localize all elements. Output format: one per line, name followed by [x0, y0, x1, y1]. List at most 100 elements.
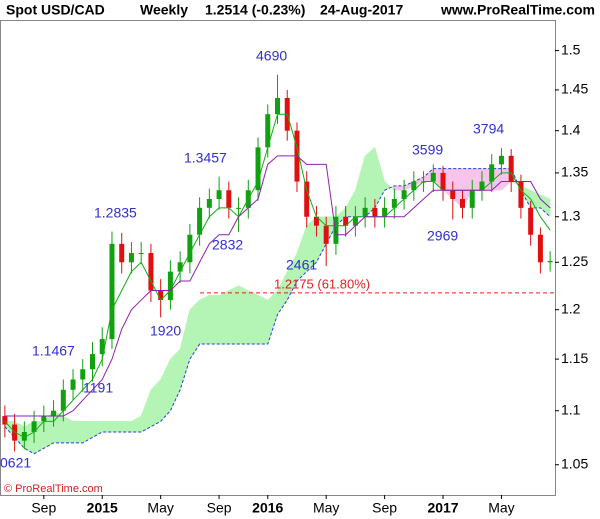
candle-body: [333, 216, 339, 244]
y-tick-label: 1.3: [561, 207, 581, 223]
candle-body: [411, 181, 417, 191]
candle-body: [489, 164, 495, 182]
annotation: 0621: [0, 455, 31, 471]
copyright: © ProRealTime.com: [4, 483, 103, 495]
annotation: 2461: [286, 257, 317, 273]
cloud-segment: [248, 290, 259, 345]
annotation: 3599: [412, 142, 443, 158]
candle-body: [70, 379, 76, 390]
cloud-segment: [540, 194, 551, 218]
candle-body: [528, 207, 534, 235]
candle-body: [41, 416, 47, 422]
cloud-segment: [72, 421, 84, 444]
date: 24-Aug-2017: [320, 2, 403, 18]
candle-body: [508, 155, 514, 182]
candle-body: [21, 432, 27, 441]
cloud-segment: [121, 421, 132, 433]
candle-body: [547, 260, 553, 263]
y-tick-label: 1.45: [561, 81, 588, 97]
candle-body: [498, 155, 504, 165]
candle-body: [313, 216, 319, 226]
candle-body: [430, 172, 436, 182]
y-tick-label: 1.4: [561, 121, 581, 137]
candle-body: [518, 181, 524, 208]
candle-body: [60, 389, 66, 411]
y-tick-label: 1.15: [561, 350, 588, 366]
cloud-edge: [4, 168, 551, 455]
cloud-segment: [101, 421, 113, 433]
candle-body: [323, 225, 329, 244]
candle-body: [80, 369, 86, 380]
y-tick-label: 1.5: [561, 41, 581, 57]
candle-body: [479, 181, 485, 191]
annotation: 1191: [83, 380, 113, 396]
period: Weekly: [140, 2, 188, 18]
cloud-segment: [238, 285, 249, 345]
last-price: 1.2514 (-0.23%): [205, 2, 305, 18]
candle-body: [460, 199, 465, 208]
candle-body: [382, 207, 388, 217]
x-tick-label: May: [488, 500, 514, 516]
candle-body: [90, 354, 95, 370]
annotation: 1.3457: [184, 150, 227, 166]
candle-body: [343, 216, 349, 226]
candle-body: [265, 114, 271, 148]
y-tick-label: 1.05: [561, 455, 588, 471]
x-tick-label: Sep: [31, 500, 56, 516]
candle-body: [51, 410, 57, 417]
y-tick-label: 1.25: [561, 253, 588, 269]
y-tick-label: 1.1: [561, 401, 581, 417]
candle-body: [177, 262, 183, 272]
candle-body: [469, 190, 475, 208]
retracement-label: 1.2175 (61.80%): [274, 276, 370, 291]
candle-body: [362, 207, 368, 217]
y-tick-label: 1.35: [561, 164, 588, 180]
candle-body: [138, 253, 144, 255]
x-tick-label: May: [313, 500, 339, 516]
candle-body: [128, 253, 134, 263]
candle-body: [537, 234, 543, 263]
cloud-segment: [218, 290, 230, 345]
candle-body: [119, 243, 125, 263]
annotation: 1.1467: [32, 343, 75, 359]
annotation: 1.2835: [94, 205, 137, 221]
candle-body: [187, 234, 193, 263]
cloud-segment: [199, 294, 210, 345]
candle-body: [450, 190, 456, 200]
cloud-segment: [228, 285, 239, 345]
candle-body: [158, 290, 164, 301]
annotation: 1920: [150, 323, 181, 339]
candle-body: [440, 172, 446, 191]
x-tick-label: Sep: [372, 500, 397, 516]
annotation: 2969: [427, 228, 458, 244]
candle-body: [275, 97, 280, 115]
source: www.ProRealTime.com: [440, 2, 595, 18]
cloud-segment: [364, 146, 376, 218]
candle-body: [216, 190, 222, 200]
x-tick-label: Sep: [207, 500, 232, 516]
annotation: 4690: [256, 48, 287, 64]
cloud-segment: [257, 294, 269, 345]
chart-title: Spot USD/CAD: [6, 2, 105, 18]
candle-body: [401, 190, 407, 200]
candle-body: [31, 421, 37, 433]
annotation: 2832: [212, 237, 243, 253]
x-tick-label: 2016: [252, 500, 283, 516]
candle-body: [148, 253, 154, 291]
candle-body: [236, 207, 242, 209]
candle-body: [99, 339, 105, 355]
indicator-line: [4, 155, 551, 417]
candle-body: [197, 207, 203, 235]
candle-body: [304, 181, 310, 217]
candle-body: [391, 199, 397, 208]
candle-body: [206, 199, 212, 208]
candle-body: [167, 271, 173, 301]
candle-body: [372, 207, 378, 217]
candle-body: [352, 216, 358, 226]
y-tick-label: 1.2: [561, 300, 581, 316]
plot-frame: [0, 20, 556, 496]
candle-body: [226, 190, 232, 208]
x-tick-label: 2017: [427, 500, 458, 516]
candle-body: [255, 147, 261, 191]
